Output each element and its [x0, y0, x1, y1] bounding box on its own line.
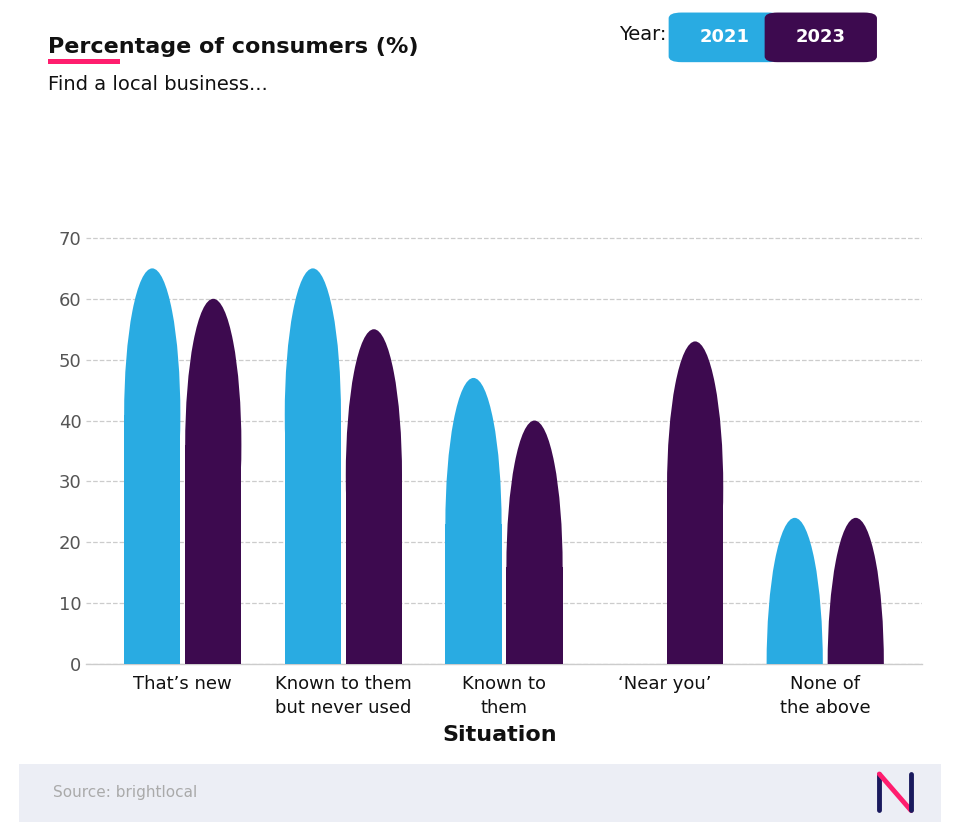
Ellipse shape: [767, 518, 823, 810]
Ellipse shape: [667, 341, 723, 634]
Text: Percentage of consumers (%): Percentage of consumers (%): [48, 37, 419, 57]
Text: Find a local business...: Find a local business...: [48, 75, 268, 94]
Ellipse shape: [507, 421, 563, 713]
Text: Source: brightlocal: Source: brightlocal: [53, 785, 197, 800]
Text: Year:: Year:: [619, 26, 666, 44]
Ellipse shape: [828, 518, 884, 810]
Bar: [346, 476, 402, 664]
Text: Situation: Situation: [442, 725, 557, 745]
Bar: [667, 487, 723, 664]
Ellipse shape: [124, 268, 180, 561]
Text: 2021: 2021: [700, 28, 750, 46]
Bar: [124, 414, 180, 664]
FancyBboxPatch shape: [668, 12, 780, 62]
Ellipse shape: [185, 299, 241, 591]
FancyBboxPatch shape: [764, 12, 877, 62]
Ellipse shape: [445, 378, 501, 671]
Bar: [285, 414, 341, 664]
Bar: [185, 445, 241, 664]
Ellipse shape: [346, 330, 402, 622]
Ellipse shape: [285, 268, 341, 561]
Text: 2023: 2023: [796, 28, 846, 46]
Bar: [507, 567, 563, 664]
Bar: [445, 524, 501, 664]
